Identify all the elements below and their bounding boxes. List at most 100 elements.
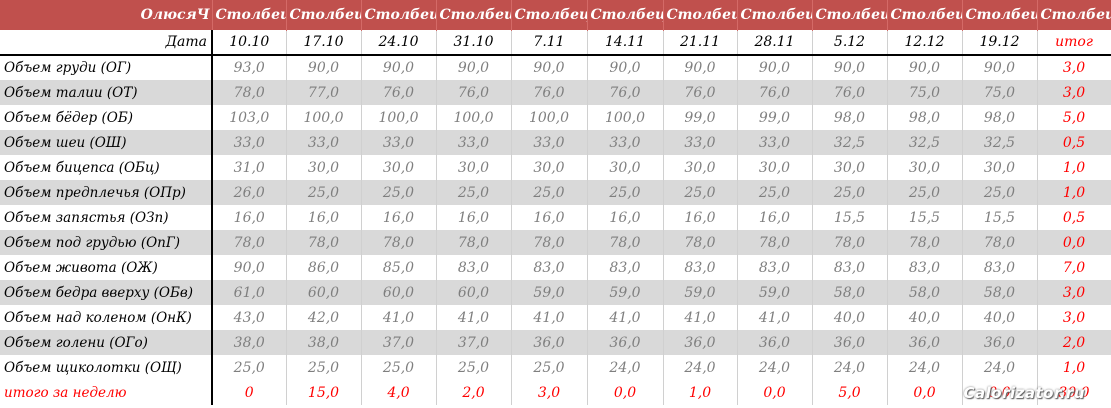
value-cell[interactable]: 76,0	[511, 80, 588, 105]
date-cell[interactable]: 31.10	[436, 29, 512, 56]
value-cell[interactable]: 90,0	[361, 55, 437, 80]
value-cell[interactable]: 75,0	[887, 80, 963, 105]
total-cell[interactable]: 1,0	[1037, 180, 1111, 205]
value-cell[interactable]: 61,0	[212, 280, 287, 305]
total-header-cell[interactable]: итог	[1037, 29, 1111, 56]
value-cell[interactable]: 36,0	[962, 330, 1038, 355]
value-cell[interactable]: 33,0	[361, 130, 437, 155]
value-cell[interactable]: 25,0	[361, 180, 437, 205]
weekly-value-cell[interactable]: 3,0	[511, 380, 588, 405]
value-cell[interactable]: 24,0	[663, 355, 738, 380]
value-cell[interactable]: 100,0	[286, 105, 362, 130]
row-label[interactable]: Объем запястья (ОЗп)	[0, 205, 213, 230]
value-cell[interactable]: 78,0	[887, 230, 963, 255]
value-cell[interactable]: 30,0	[812, 155, 888, 180]
total-cell[interactable]: 1,0	[1037, 155, 1111, 180]
row-label[interactable]: Объем бедра вверху (ОБв)	[0, 280, 213, 305]
value-cell[interactable]: 25,0	[587, 180, 664, 205]
value-cell[interactable]: 78,0	[663, 230, 738, 255]
value-cell[interactable]: 78,0	[212, 80, 287, 105]
value-cell[interactable]: 30,0	[436, 155, 512, 180]
weekly-value-cell[interactable]: 1,0	[663, 380, 738, 405]
value-cell[interactable]: 90,0	[737, 55, 813, 80]
value-cell[interactable]: 25,0	[436, 180, 512, 205]
value-cell[interactable]: 40,0	[962, 305, 1038, 330]
value-cell[interactable]: 83,0	[887, 255, 963, 280]
header-cell-column[interactable]: Столбец	[511, 0, 588, 30]
row-label[interactable]: Объем бицепса (ОБц)	[0, 155, 213, 180]
value-cell[interactable]: 33,0	[436, 130, 512, 155]
date-cell[interactable]: 28.11	[737, 29, 813, 56]
date-cell[interactable]: 7.11	[511, 29, 588, 56]
total-cell[interactable]: 3,0	[1037, 55, 1111, 80]
value-cell[interactable]: 90,0	[511, 55, 588, 80]
date-cell[interactable]: 5.12	[812, 29, 888, 56]
value-cell[interactable]: 98,0	[962, 105, 1038, 130]
value-cell[interactable]: 90,0	[286, 55, 362, 80]
value-cell[interactable]: 76,0	[737, 80, 813, 105]
value-cell[interactable]: 33,0	[286, 130, 362, 155]
header-cell-column[interactable]: Столбец	[887, 0, 963, 30]
value-cell[interactable]: 58,0	[812, 280, 888, 305]
value-cell[interactable]: 83,0	[962, 255, 1038, 280]
weekly-value-cell[interactable]: 0,0	[737, 380, 813, 405]
header-cell-column[interactable]: Столбец	[663, 0, 738, 30]
value-cell[interactable]: 25,0	[511, 355, 588, 380]
value-cell[interactable]: 25,0	[737, 180, 813, 205]
value-cell[interactable]: 25,0	[436, 355, 512, 380]
value-cell[interactable]: 33,0	[587, 130, 664, 155]
value-cell[interactable]: 36,0	[587, 330, 664, 355]
value-cell[interactable]: 85,0	[361, 255, 437, 280]
value-cell[interactable]: 24,0	[962, 355, 1038, 380]
weekly-value-cell[interactable]: 4,0	[361, 380, 437, 405]
header-cell-name[interactable]: ОлюсяЧ	[0, 0, 213, 30]
value-cell[interactable]: 15,5	[887, 205, 963, 230]
value-cell[interactable]: 100,0	[511, 105, 588, 130]
header-cell-column[interactable]: Столбец	[812, 0, 888, 30]
value-cell[interactable]: 103,0	[212, 105, 287, 130]
value-cell[interactable]: 76,0	[663, 80, 738, 105]
date-cell[interactable]: 21.11	[663, 29, 738, 56]
value-cell[interactable]: 15,5	[962, 205, 1038, 230]
value-cell[interactable]: 32,5	[962, 130, 1038, 155]
value-cell[interactable]: 33,0	[663, 130, 738, 155]
value-cell[interactable]: 41,0	[663, 305, 738, 330]
value-cell[interactable]: 83,0	[737, 255, 813, 280]
value-cell[interactable]: 59,0	[587, 280, 664, 305]
header-cell-column[interactable]: Столбец	[737, 0, 813, 30]
value-cell[interactable]: 25,0	[887, 180, 963, 205]
value-cell[interactable]: 60,0	[436, 280, 512, 305]
value-cell[interactable]: 41,0	[737, 305, 813, 330]
value-cell[interactable]: 59,0	[511, 280, 588, 305]
total-cell[interactable]: 0,0	[1037, 230, 1111, 255]
value-cell[interactable]: 16,0	[737, 205, 813, 230]
value-cell[interactable]: 16,0	[511, 205, 588, 230]
value-cell[interactable]: 60,0	[286, 280, 362, 305]
value-cell[interactable]: 38,0	[286, 330, 362, 355]
date-cell[interactable]: 17.10	[286, 29, 362, 56]
value-cell[interactable]: 25,0	[212, 355, 287, 380]
value-cell[interactable]: 24,0	[887, 355, 963, 380]
date-cell[interactable]: 19.12	[962, 29, 1038, 56]
value-cell[interactable]: 25,0	[511, 180, 588, 205]
value-cell[interactable]: 78,0	[436, 230, 512, 255]
value-cell[interactable]: 16,0	[663, 205, 738, 230]
value-cell[interactable]: 59,0	[737, 280, 813, 305]
value-cell[interactable]: 78,0	[812, 230, 888, 255]
value-cell[interactable]: 76,0	[812, 80, 888, 105]
row-label[interactable]: Объем щиколотки (ОЩ)	[0, 355, 213, 380]
value-cell[interactable]: 25,0	[663, 180, 738, 205]
value-cell[interactable]: 100,0	[436, 105, 512, 130]
weekly-value-cell[interactable]: 2,0	[436, 380, 512, 405]
value-cell[interactable]: 16,0	[436, 205, 512, 230]
value-cell[interactable]: 30,0	[663, 155, 738, 180]
value-cell[interactable]: 78,0	[212, 230, 287, 255]
value-cell[interactable]: 36,0	[812, 330, 888, 355]
value-cell[interactable]: 90,0	[887, 55, 963, 80]
row-label[interactable]: Объем бёдер (ОБ)	[0, 105, 213, 130]
value-cell[interactable]: 100,0	[361, 105, 437, 130]
weekly-value-cell[interactable]: 0,0	[962, 380, 1038, 405]
value-cell[interactable]: 24,0	[587, 355, 664, 380]
value-cell[interactable]: 33,0	[212, 130, 287, 155]
value-cell[interactable]: 90,0	[212, 255, 287, 280]
